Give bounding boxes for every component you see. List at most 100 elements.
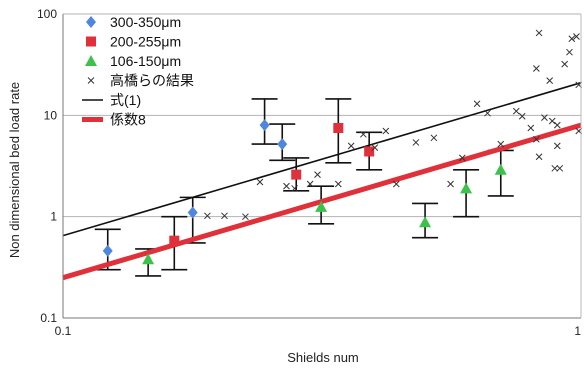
legend-label: 106-150μm [110,53,181,69]
tick-labels: 0.1 1 10 100 0.1 1 [37,7,581,338]
legend-label: 高橋らの結果 [110,73,194,89]
x-marker [221,212,228,220]
x-marker [306,180,314,188]
x-marker [556,164,564,172]
x-marker-stroke [256,178,264,186]
x-marker-stroke [541,114,548,121]
x-marker-stroke [566,48,573,56]
triangle-marker [419,216,432,228]
x-marker [283,182,290,190]
x-marker [533,65,540,72]
x-marker [291,185,298,192]
x-marker-stroke [283,182,290,190]
x-axis-label: Shields num [287,350,359,365]
x-marker-stroke [382,127,390,135]
x-tick-label: 0.1 [55,324,72,338]
x-marker [484,109,491,117]
x-marker-stroke [204,212,211,220]
x-marker-stroke [548,117,556,125]
legend-label: 300-350μm [110,14,181,30]
x-marker-stroke [568,35,576,43]
diamond-marker [277,138,288,151]
triangle-marker [494,163,507,175]
x-marker-stroke [291,185,298,192]
x-marker [553,142,561,150]
diamond-marker [187,206,198,219]
x-marker-stroke [512,107,520,115]
x-marker [551,164,559,172]
x-marker [412,139,420,146]
square-marker [291,169,302,180]
x-marker [553,121,561,129]
x-marker-stroke [221,212,228,220]
square-marker [364,146,375,157]
x-marker-stroke [553,121,561,129]
x-marker [382,127,390,135]
fit-lines [62,81,582,281]
x-marker-stroke [334,180,342,188]
x-marker [568,35,576,43]
square-marker [86,36,96,47]
x-marker-stroke [484,109,491,117]
x-marker [204,212,211,220]
y-tick-label: 0.1 [40,311,57,325]
x-marker [533,135,540,143]
x-marker-stroke [371,144,379,151]
x-marker [518,112,526,120]
x-marker-stroke [359,130,367,138]
triangle-marker [142,253,155,265]
x-marker [573,33,580,40]
axes [62,14,582,319]
x-marker [566,48,573,56]
y-tick-label: 1 [50,210,57,224]
legend-label: 係数8 [110,112,146,128]
x-marker [546,77,554,84]
x-marker [473,100,481,108]
diamond-marker [86,16,96,28]
legend-label: 式(1) [110,92,141,108]
x-marker-stroke [533,135,540,143]
x-marker-stroke [347,142,355,150]
triangle-marker [315,200,328,212]
y-tick-label: 100 [37,7,57,21]
x-marker [535,153,543,161]
diamond-marker [259,119,270,132]
x-marker-stroke [314,171,321,178]
x-marker [497,140,505,148]
x-marker [535,29,543,37]
triangle-marker [85,55,97,66]
x-marker [527,124,535,132]
x-marker-stroke [242,213,249,221]
x-marker [371,144,379,151]
x-marker-stroke [87,77,95,84]
x-marker-stroke [535,29,543,37]
x-marker [430,134,438,142]
x-marker-stroke [561,60,569,68]
x-marker-stroke [458,154,466,162]
equation-1-line [62,81,582,237]
x-marker-stroke [533,65,540,72]
diamond-marker [102,244,113,257]
x-marker [541,114,548,121]
x-marker [561,60,569,68]
x-marker-stroke [556,164,564,172]
x-marker-stroke [497,140,505,148]
x-marker [334,180,342,188]
x-marker [314,171,321,178]
x-marker-stroke [527,124,535,132]
x-marker-stroke [551,164,559,172]
x-marker [458,154,466,162]
x-marker-stroke [535,153,543,161]
x-marker [347,142,355,150]
x-marker-stroke [392,180,400,188]
x-marker-stroke [553,142,561,150]
square-marker [333,122,344,133]
x-marker [447,180,454,188]
x-marker [392,180,400,188]
x-marker-stroke [573,33,580,40]
x-marker-stroke [518,112,526,120]
y-tick-label: 10 [44,108,58,122]
x-marker-stroke [473,100,481,108]
